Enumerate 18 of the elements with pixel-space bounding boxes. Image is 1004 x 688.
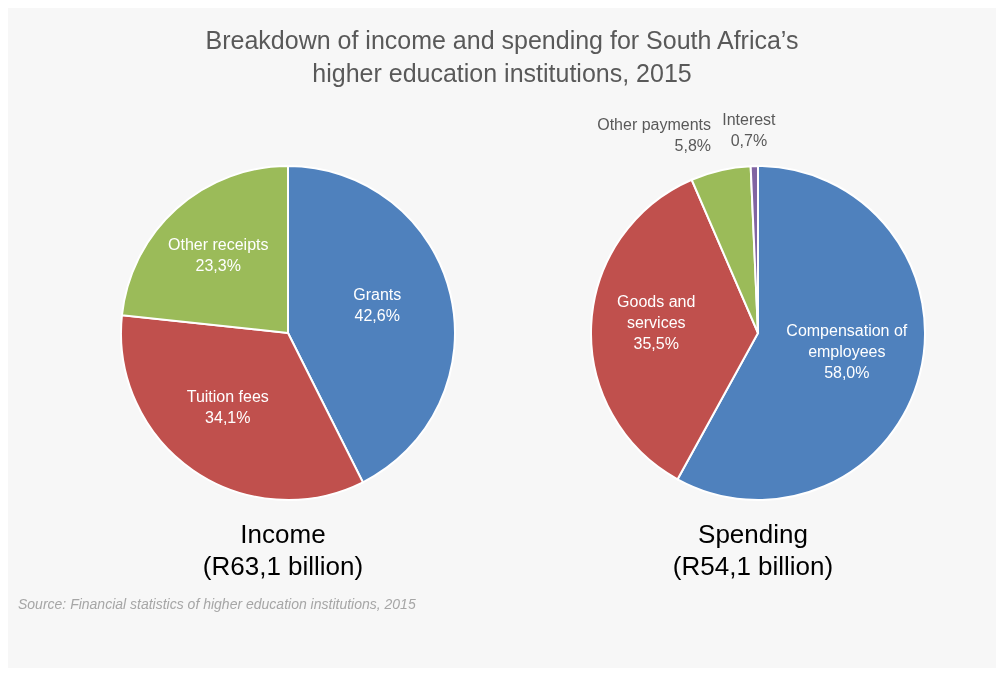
data-label: 5,8% — [674, 136, 712, 154]
slice-label: Compensation of employees — [786, 322, 908, 361]
text: Spending (R54,1 billion) — [672, 518, 834, 582]
slice-label: Tuition fees — [186, 388, 269, 406]
slice-label: Other receipts — [168, 236, 269, 254]
chart-title: Breakdown of income and spending for South Africa’s higher education institutions, 2015 — [204, 25, 800, 89]
slice-label: Goods and services — [617, 293, 696, 332]
data-label: 42,6% — [354, 307, 400, 325]
source-note: Source: Financial statistics of higher education institutions, 2015 — [18, 596, 416, 612]
data-label: 23,3% — [195, 257, 241, 275]
slice-label: Grants — [353, 286, 402, 304]
slice-label: Interest — [722, 111, 777, 129]
slice-label: Other payments — [597, 115, 712, 133]
data-label: 35,5% — [633, 335, 679, 353]
data-label: 58,0% — [824, 364, 870, 382]
data-label: 0,7% — [730, 132, 768, 150]
data-label: 34,1% — [205, 409, 251, 427]
text: Income (R63,1 billion) — [202, 518, 364, 582]
